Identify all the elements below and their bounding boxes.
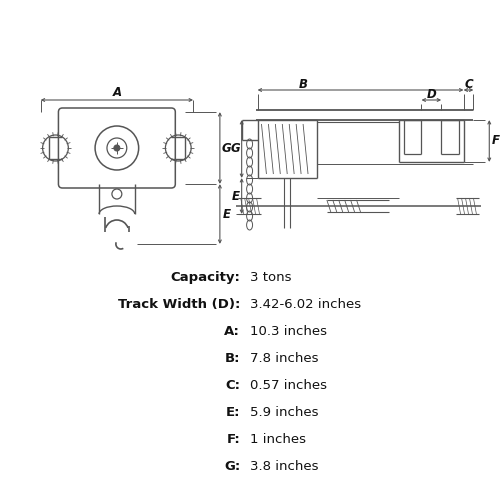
FancyBboxPatch shape [58, 108, 176, 188]
Text: C:: C: [225, 379, 240, 392]
Text: Capacity:: Capacity: [170, 271, 240, 284]
Text: A:: A: [224, 325, 240, 338]
Text: G:: G: [224, 460, 240, 473]
Text: 10.3 inches: 10.3 inches [250, 325, 327, 338]
Text: 3.8 inches: 3.8 inches [250, 460, 318, 473]
Text: F: F [492, 134, 500, 147]
Text: E:: E: [226, 406, 240, 419]
Text: 3 tons: 3 tons [250, 271, 292, 284]
Text: 1 inches: 1 inches [250, 433, 306, 446]
Text: 3.42-6.02 inches: 3.42-6.02 inches [250, 298, 361, 311]
Text: D: D [426, 88, 436, 101]
Text: B:: B: [224, 352, 240, 365]
Text: E: E [232, 190, 239, 202]
Text: E: E [223, 208, 231, 220]
Text: F:: F: [226, 433, 240, 446]
Text: G: G [222, 142, 232, 154]
Text: B: B [298, 78, 308, 90]
Text: 7.8 inches: 7.8 inches [250, 352, 318, 365]
Text: G: G [231, 142, 240, 156]
Text: 0.57 inches: 0.57 inches [250, 379, 327, 392]
Text: C: C [464, 78, 473, 90]
Text: Track Width (D):: Track Width (D): [118, 298, 240, 311]
Text: 5.9 inches: 5.9 inches [250, 406, 318, 419]
Text: A: A [112, 86, 122, 100]
Circle shape [114, 145, 120, 151]
